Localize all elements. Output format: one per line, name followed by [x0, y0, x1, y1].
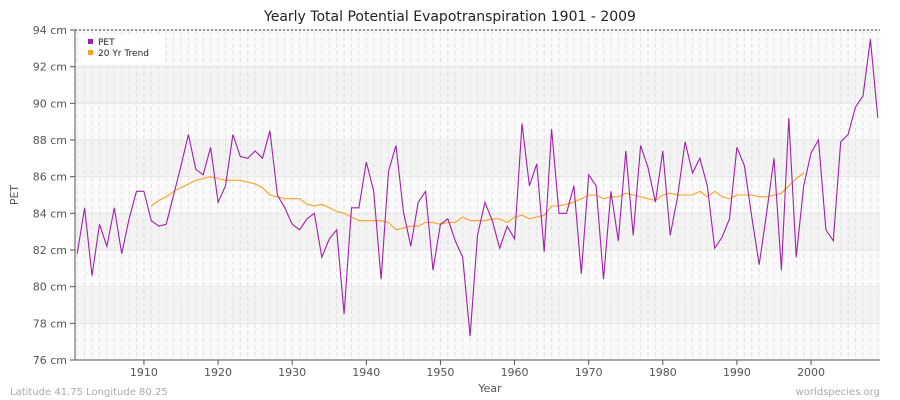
legend-swatch-pet	[88, 39, 93, 44]
grid-band	[75, 213, 880, 250]
x-tick-label: 1990	[723, 366, 751, 379]
y-tick-label: 86 cm	[33, 171, 67, 184]
x-tick-label: 1930	[278, 366, 306, 379]
x-tick-label: 1910	[130, 366, 158, 379]
legend-swatch-trend	[88, 50, 93, 55]
series-line-20yr-trend	[150, 172, 805, 231]
y-tick-label: 90 cm	[33, 97, 67, 110]
x-tick-label: 1950	[426, 366, 454, 379]
footer-source: worldspecies.org	[796, 387, 880, 398]
x-axis-label: Year	[477, 382, 502, 395]
x-tick-label: 1920	[204, 366, 232, 379]
y-tick-label: 94 cm	[33, 24, 67, 37]
x-tick-label: 1980	[649, 366, 677, 379]
series-line-pet	[76, 39, 879, 337]
y-tick-label: 82 cm	[33, 244, 67, 257]
y-tick-label: 80 cm	[33, 281, 67, 294]
y-tick-label: 84 cm	[33, 207, 67, 220]
legend: PET 20 Yr Trend	[81, 34, 165, 64]
y-tick-label: 92 cm	[33, 61, 67, 74]
y-tick-label: 88 cm	[33, 134, 67, 147]
x-tick-label: 1940	[352, 366, 380, 379]
legend-label-pet: PET	[98, 38, 115, 48]
x-tick-label: 1960	[501, 366, 529, 379]
chart-title: Yearly Total Potential Evapotranspiratio…	[263, 9, 636, 25]
x-tick-label: 2000	[797, 366, 825, 379]
y-tick-label: 76 cm	[33, 354, 67, 367]
legend-label-trend: 20 Yr Trend	[98, 49, 149, 59]
x-tick-label: 1970	[575, 366, 603, 379]
footer-location: Latitude 41.75 Longitude 80.25	[10, 387, 168, 398]
y-tick-label: 78 cm	[33, 317, 67, 330]
y-axis-label: PET	[8, 185, 21, 206]
